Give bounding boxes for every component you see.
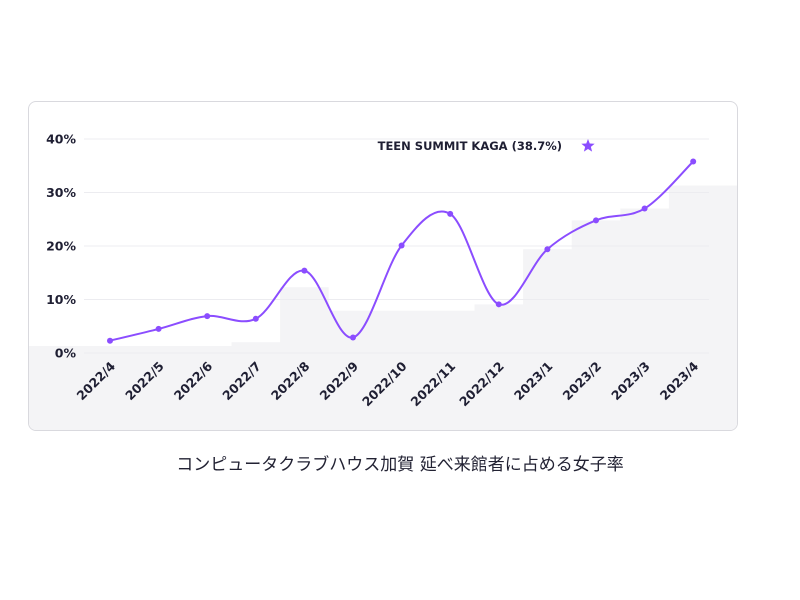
- series-points: [107, 158, 697, 344]
- y-tick-label: 40%: [46, 132, 76, 147]
- y-tick-label: 0%: [55, 346, 77, 361]
- data-point: [155, 325, 162, 332]
- chart-caption: コンピュータクラブハウス加賀 延べ来館者に占める女子率: [176, 455, 624, 475]
- data-point: [495, 301, 502, 308]
- data-point: [204, 313, 211, 320]
- data-point: [544, 246, 551, 253]
- data-point: [350, 334, 356, 341]
- data-point: [107, 337, 113, 344]
- shade-steps: [29, 185, 737, 430]
- shaded-area: [29, 185, 737, 430]
- y-axis-ticks: 0% 10% 20% 30% 40%: [46, 132, 76, 361]
- star-icon: [581, 138, 595, 152]
- y-tick-label: 10%: [46, 292, 76, 307]
- data-point: [301, 267, 308, 274]
- data-point: [641, 205, 648, 212]
- data-point: [447, 210, 454, 217]
- y-tick-label: 20%: [46, 239, 76, 254]
- annotation: TEEN SUMMIT KAGA (38.7%): [378, 139, 595, 153]
- data-point: [398, 242, 405, 249]
- data-point: [593, 217, 599, 224]
- data-point: [690, 158, 697, 165]
- chart-card: 0% 10% 20% 30% 40% 2022/4 2022/5 2022/6 2022/7 2…: [28, 101, 738, 431]
- annotation-label: TEEN SUMMIT KAGA (38.7%): [378, 139, 562, 153]
- line-chart: 0%10%20%30%40% 2022/4 2022/5 2022/6 2022/7 2…: [29, 132, 737, 430]
- grid-lines: [84, 138, 709, 354]
- data-point: [252, 315, 259, 322]
- y-tick-label: 30%: [46, 185, 76, 200]
